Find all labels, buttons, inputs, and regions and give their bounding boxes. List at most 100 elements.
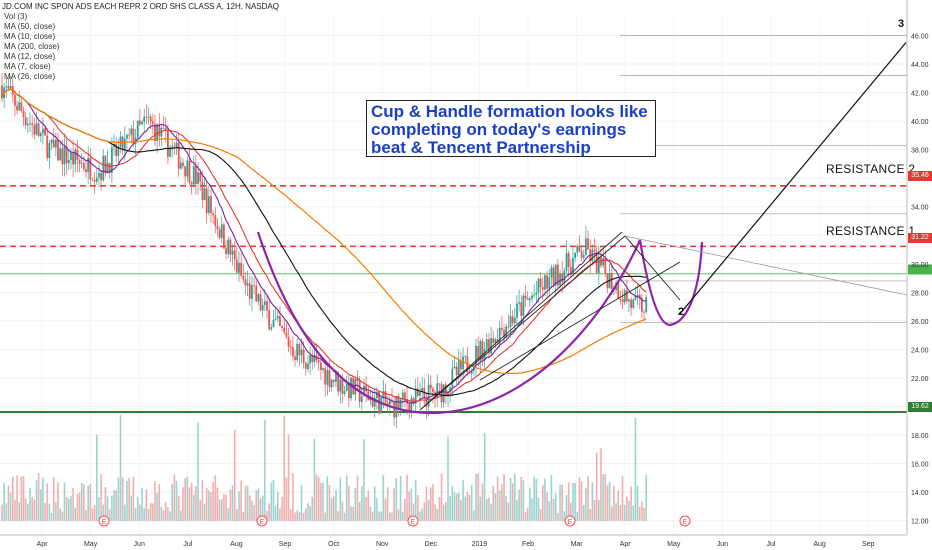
volume-bar — [630, 486, 632, 521]
volume-bar — [507, 502, 510, 521]
volume-bar — [121, 477, 124, 521]
candle-body — [345, 383, 348, 392]
volume-bar — [348, 485, 350, 521]
volume-bar — [513, 473, 516, 521]
volume-bar — [367, 490, 370, 521]
volume-bar — [634, 417, 637, 521]
candle-body — [95, 177, 98, 182]
candle-body — [447, 392, 449, 396]
candle-body — [244, 279, 247, 286]
earnings-marker — [564, 515, 576, 527]
candle-body — [192, 165, 195, 185]
candle-body — [281, 326, 283, 328]
volume-bar — [33, 499, 36, 521]
volume-bar — [531, 498, 533, 521]
candle-body — [457, 360, 460, 376]
volume-bar — [160, 506, 163, 521]
volume-bar — [406, 474, 408, 521]
volume-bar — [337, 511, 339, 521]
handle-curve — [638, 239, 704, 327]
volume-bar — [393, 488, 395, 521]
volume-bar — [546, 492, 548, 521]
candle-body — [276, 316, 279, 319]
candle-body — [253, 285, 255, 286]
candle-body — [300, 349, 303, 356]
candle-body — [138, 120, 141, 125]
candle-body — [175, 142, 178, 148]
volume-bar — [380, 511, 383, 521]
volume-bar — [516, 500, 518, 521]
volume-bar — [479, 496, 482, 521]
volume-bar — [557, 512, 559, 521]
current-price-badge — [908, 264, 932, 275]
candle-body — [22, 110, 25, 118]
volume-bar — [580, 481, 583, 521]
volume-bar — [602, 474, 604, 521]
volume-bar — [186, 476, 189, 521]
candle-body — [302, 349, 305, 363]
volume-bar — [613, 485, 615, 521]
x-tick-label: May — [84, 541, 98, 548]
candle-body — [539, 278, 542, 287]
volume-bar — [417, 494, 419, 521]
volume-bar — [141, 487, 143, 521]
volume-bar — [126, 480, 128, 521]
volume-bar — [89, 484, 92, 521]
y-tick-label: 30.00 — [911, 262, 929, 269]
ma-purple-line — [1, 88, 647, 404]
candle-body — [5, 86, 8, 88]
volume-bar — [460, 500, 462, 521]
candle-body — [304, 362, 307, 369]
volume-bar — [195, 485, 197, 521]
volume-bar — [608, 481, 611, 521]
fib-levels — [620, 35, 907, 323]
annotation-box[interactable]: Cup & Handle formation looks like comple… — [366, 100, 656, 157]
volume-bar — [395, 478, 398, 521]
volume-bar — [78, 492, 81, 521]
volume-bar — [382, 475, 385, 521]
volume-bar — [610, 506, 613, 521]
candle-body — [582, 254, 585, 258]
volume-bar — [11, 476, 14, 521]
candle-body — [645, 297, 648, 312]
indicator-ma50: MA (50, close) — [4, 22, 56, 31]
volume-bar — [111, 495, 113, 521]
volume-bar — [641, 501, 643, 521]
candle-body — [432, 388, 434, 392]
candle-body — [126, 134, 128, 139]
candle-body — [386, 402, 389, 405]
candle-body — [54, 139, 57, 148]
candle-body — [343, 391, 346, 395]
volume-bar — [384, 498, 387, 521]
volume-bar — [436, 509, 439, 521]
candle-body — [184, 166, 187, 177]
volume-bar — [593, 500, 596, 521]
candle-body — [604, 258, 607, 274]
volume-bar — [147, 508, 150, 521]
earnings-marker-label: E — [102, 519, 107, 526]
candle-body — [619, 298, 622, 300]
candle-body — [617, 282, 620, 299]
volume-bar — [335, 490, 337, 521]
volume-bar — [9, 492, 12, 521]
y-tick-label: 44.00 — [911, 62, 929, 69]
volume-bar — [311, 496, 314, 521]
candle-body — [453, 366, 456, 369]
volume-bar — [63, 482, 66, 521]
volume-bar — [604, 473, 607, 521]
volume-bar — [145, 489, 148, 521]
candle-body — [408, 403, 411, 413]
y-tick-label: 26.00 — [911, 319, 929, 326]
volume-bar — [61, 511, 64, 521]
volume-bar — [300, 485, 303, 521]
x-tick-label: Sep — [862, 541, 875, 548]
candle-body — [123, 138, 126, 151]
candle-body — [80, 163, 83, 164]
candle-body — [339, 379, 342, 392]
candle-body — [108, 162, 111, 173]
x-tick-label: Nov — [376, 541, 389, 548]
candle-body — [98, 172, 100, 178]
volume-bar — [470, 485, 473, 521]
volume-bar — [488, 497, 490, 521]
